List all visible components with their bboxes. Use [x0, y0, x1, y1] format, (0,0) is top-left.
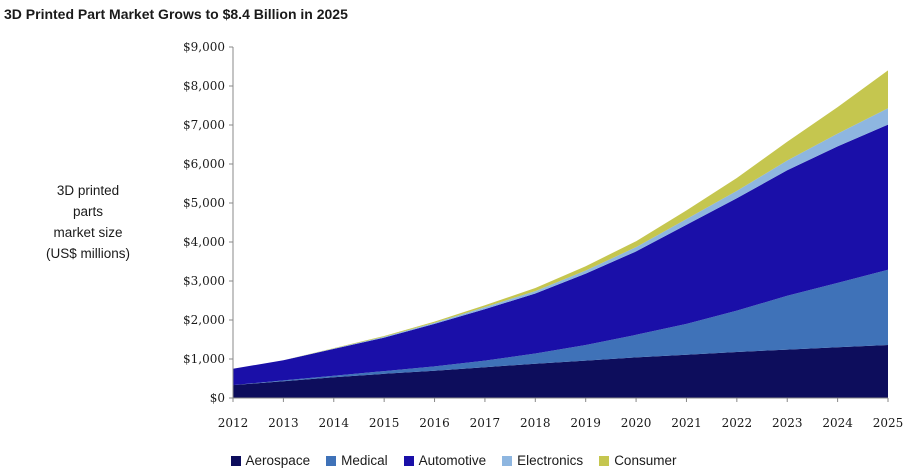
area-series-automotive	[233, 124, 888, 386]
legend-item-medical: Medical	[326, 453, 388, 468]
x-tick-label: 2014	[318, 416, 349, 430]
x-tick-label: 2024	[822, 416, 853, 430]
y-axis-label-line: parts	[72, 204, 103, 219]
x-tick-label: 2016	[419, 416, 450, 430]
legend-item-aerospace: Aerospace	[230, 453, 311, 468]
legend-swatch	[502, 456, 513, 466]
x-tick-label: 2023	[772, 416, 803, 430]
y-tick-label: $9,000	[183, 40, 225, 54]
legend-label: Consumer	[614, 453, 677, 468]
y-tick-label: $5,000	[183, 196, 225, 210]
legend-swatch	[403, 456, 414, 466]
legend-item-automotive: Automotive	[403, 453, 487, 468]
x-tick-label: 2012	[218, 416, 249, 430]
x-tick-label: 2017	[470, 416, 501, 430]
y-tick-label: $6,000	[183, 157, 225, 171]
y-tick-label: $2,000	[183, 313, 225, 327]
legend-item-consumer: Consumer	[599, 453, 676, 468]
legend-label: Medical	[341, 453, 388, 468]
y-tick-label: $4,000	[183, 235, 225, 249]
x-tick-label: 2020	[621, 416, 652, 430]
legend-item-electronics: Electronics	[502, 453, 583, 468]
y-axis-label-line: (US$ millions)	[45, 246, 130, 261]
y-tick-label: $8,000	[183, 79, 225, 93]
x-tick-label: 2022	[722, 416, 753, 430]
chart-title: 3D Printed Part Market Grows to $8.4 Bil…	[4, 6, 348, 22]
y-tick-label: $0	[210, 391, 225, 405]
y-axis-label: 3D printed parts market size (US$ millio…	[28, 180, 148, 264]
y-axis-label-line: 3D printed	[56, 183, 120, 198]
legend-swatch	[230, 456, 241, 466]
x-tick-label: 2019	[570, 416, 601, 430]
x-tick-label: 2013	[268, 416, 299, 430]
legend-label: Aerospace	[245, 453, 311, 468]
y-tick-label: $3,000	[183, 274, 225, 288]
stacked-area-chart: $0 $1,000 $2,000 $3,000 $4,000 $5,000 $6,000 $7…	[183, 40, 903, 430]
y-tick-label: $1,000	[183, 352, 225, 366]
x-tick-label: 2025	[873, 416, 904, 430]
legend-label: Electronics	[517, 453, 584, 468]
y-axis-label-line: market size	[53, 225, 123, 240]
legend-swatch	[599, 456, 610, 466]
area-layer	[233, 70, 888, 398]
area-series-aerospace	[233, 345, 888, 398]
axes-layer: $0 $1,000 $2,000 $3,000 $4,000 $5,000 $6,000 $7…	[183, 40, 903, 430]
area-series-medical	[233, 269, 888, 386]
legend-swatch	[326, 456, 337, 466]
x-tick-label: 2015	[369, 416, 400, 430]
legend-label: Automotive	[418, 453, 487, 468]
legend: Aerospace Medical Automotive Electronics Con…	[0, 453, 907, 468]
x-tick-label: 2018	[520, 416, 551, 430]
x-tick-label: 2021	[671, 416, 702, 430]
y-tick-label: $7,000	[183, 118, 225, 132]
